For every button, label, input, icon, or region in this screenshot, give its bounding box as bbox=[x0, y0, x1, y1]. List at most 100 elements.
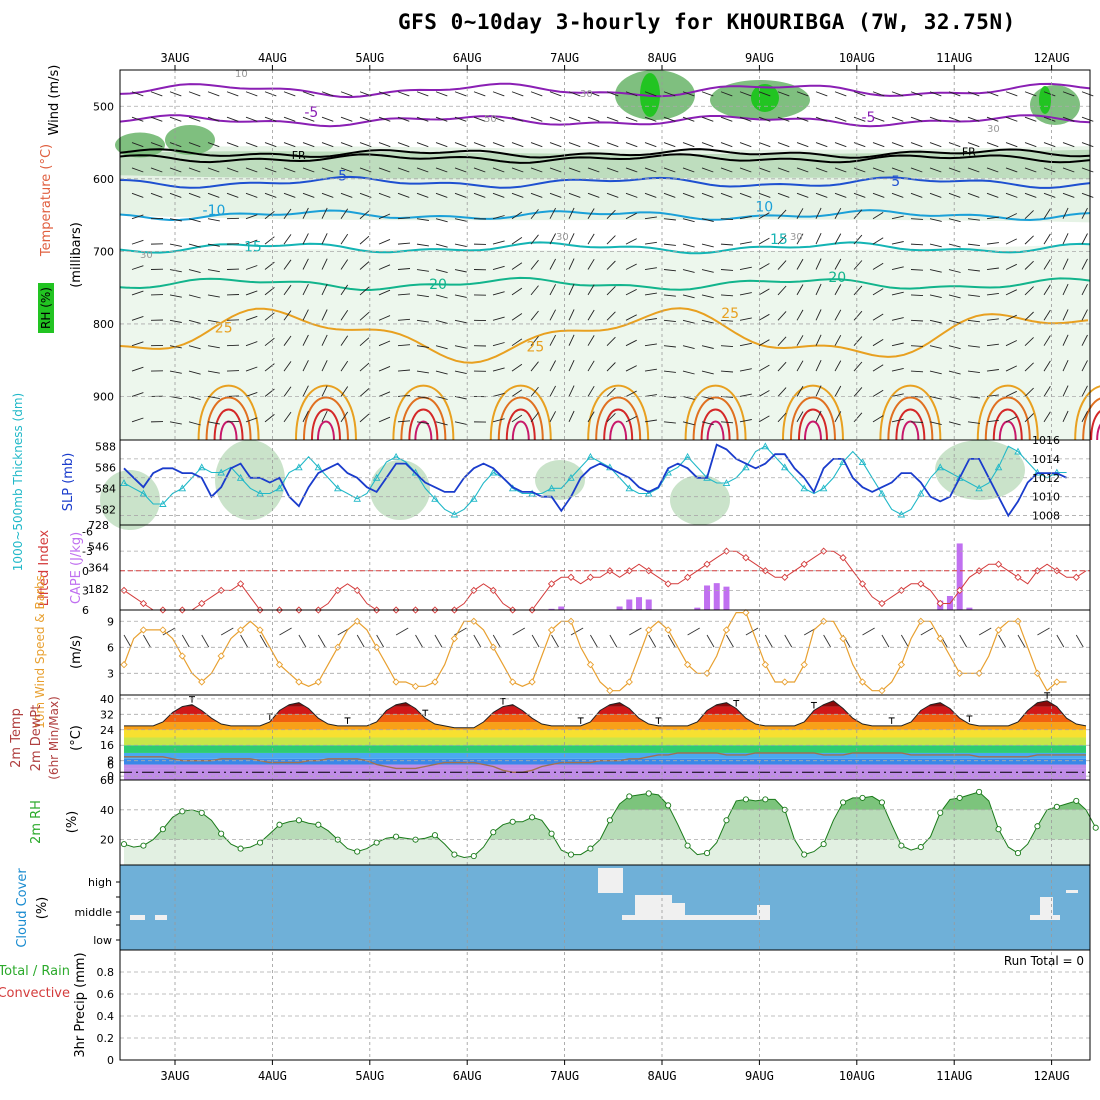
wind10-barb bbox=[570, 627, 584, 636]
wind-barb bbox=[986, 242, 999, 245]
wind-barb bbox=[1005, 91, 1018, 97]
wind-barb bbox=[663, 396, 676, 399]
thickness-line bbox=[123, 445, 1067, 516]
wind-barb bbox=[207, 421, 220, 425]
lifted-index-marker bbox=[936, 599, 944, 608]
wind-barb bbox=[853, 192, 866, 198]
wind-barb bbox=[625, 314, 637, 321]
wind-barb bbox=[701, 421, 714, 426]
wind-barb bbox=[967, 167, 980, 173]
wind-barb bbox=[739, 292, 752, 296]
wind-barb bbox=[1024, 167, 1037, 173]
wind-barb bbox=[606, 142, 619, 148]
wind-barb bbox=[188, 345, 201, 350]
wind-barb bbox=[1005, 192, 1018, 198]
wind-barb bbox=[568, 91, 581, 97]
wind-barb bbox=[378, 116, 391, 122]
surface-heat-contour bbox=[789, 396, 836, 441]
thickness-tick: 586 bbox=[95, 461, 116, 474]
wind-barb bbox=[1024, 286, 1034, 296]
slp-tick: 1008 bbox=[1032, 510, 1060, 523]
wind-barb bbox=[644, 91, 657, 97]
wind-barb bbox=[682, 243, 695, 248]
wind-barb bbox=[625, 116, 638, 122]
wind-barb bbox=[530, 91, 543, 97]
rh2m-marker bbox=[587, 845, 594, 852]
wind-barb bbox=[720, 243, 734, 246]
wind10-barb bbox=[687, 627, 700, 636]
wind-barb bbox=[511, 338, 523, 347]
wind-barb bbox=[815, 360, 822, 372]
wind-barb bbox=[454, 218, 467, 222]
wind-barb bbox=[872, 364, 884, 372]
wind-barb bbox=[169, 294, 182, 298]
wind-barb bbox=[587, 385, 595, 397]
wind-barb bbox=[1081, 334, 1088, 346]
wind-barb bbox=[1062, 385, 1069, 397]
wind-barb bbox=[739, 215, 752, 220]
wind-barb bbox=[416, 294, 429, 298]
wind-barb bbox=[815, 410, 822, 423]
wind-barb bbox=[549, 233, 556, 245]
wind-barb bbox=[511, 211, 523, 220]
rh2m-marker bbox=[295, 817, 302, 824]
date-label-top: 5AUG bbox=[355, 51, 384, 65]
wind-barb bbox=[454, 192, 467, 198]
rh-tick: 40 bbox=[100, 804, 114, 817]
wind-barb bbox=[625, 288, 637, 296]
temp-tick: 40 bbox=[100, 693, 114, 706]
date-label-bottom: 12AUG bbox=[1034, 1069, 1070, 1083]
wind-barb bbox=[986, 192, 999, 198]
wind-barb bbox=[568, 309, 575, 321]
wind-barb bbox=[853, 336, 863, 346]
isotherm-label: 10 bbox=[755, 199, 773, 215]
wind10-barb bbox=[415, 634, 423, 648]
wind-barb bbox=[815, 385, 822, 397]
rh2m-marker bbox=[937, 809, 944, 816]
cape-bar bbox=[956, 543, 963, 610]
wind-barb bbox=[929, 192, 942, 198]
date-label-bottom: 11AUG bbox=[936, 1069, 972, 1083]
wind-barb bbox=[1062, 233, 1069, 245]
wind-barb bbox=[435, 269, 448, 274]
lifted-axis-label: Lifted Index bbox=[37, 529, 52, 606]
wind-barb bbox=[777, 234, 787, 245]
temp-band bbox=[124, 737, 1086, 746]
wind-barb bbox=[321, 116, 334, 122]
wind-barb bbox=[435, 319, 448, 324]
surface-heat-contour bbox=[998, 420, 1017, 441]
wind-barb bbox=[834, 167, 847, 173]
wind-barb bbox=[131, 91, 144, 97]
rh-blob bbox=[100, 470, 160, 530]
wind-barb bbox=[283, 310, 292, 321]
wind-barb bbox=[739, 368, 752, 372]
wind-barb bbox=[530, 285, 539, 296]
wind-barb bbox=[606, 336, 616, 347]
slp-tick: 1014 bbox=[1032, 453, 1060, 466]
wind10-barb bbox=[220, 627, 234, 636]
wind-barb bbox=[853, 167, 866, 173]
surface-heat-contour bbox=[408, 408, 439, 441]
wind-barb bbox=[929, 345, 942, 349]
lifted-tick: 3 bbox=[82, 584, 89, 597]
wind-barb bbox=[834, 142, 847, 148]
wind-barb bbox=[340, 335, 349, 346]
wind-barb bbox=[169, 421, 182, 425]
wind-barb bbox=[1005, 116, 1018, 122]
wind-barb bbox=[530, 386, 539, 397]
wind-barb bbox=[815, 258, 822, 270]
wind-barb bbox=[530, 209, 539, 220]
thickness-marker bbox=[644, 489, 653, 497]
wind-barb bbox=[796, 233, 804, 245]
cape-bar bbox=[694, 607, 701, 610]
rh2m-marker bbox=[354, 848, 361, 855]
wind-barb bbox=[948, 142, 961, 148]
wind10-barb bbox=[706, 634, 715, 648]
lifted-index-marker bbox=[781, 573, 789, 581]
wind10-marker bbox=[120, 661, 128, 669]
wind-barb bbox=[815, 233, 822, 245]
pressure-tick-label: 600 bbox=[93, 173, 114, 186]
rh-legend-swatch bbox=[38, 283, 54, 333]
lifted-index-marker bbox=[994, 560, 1003, 568]
